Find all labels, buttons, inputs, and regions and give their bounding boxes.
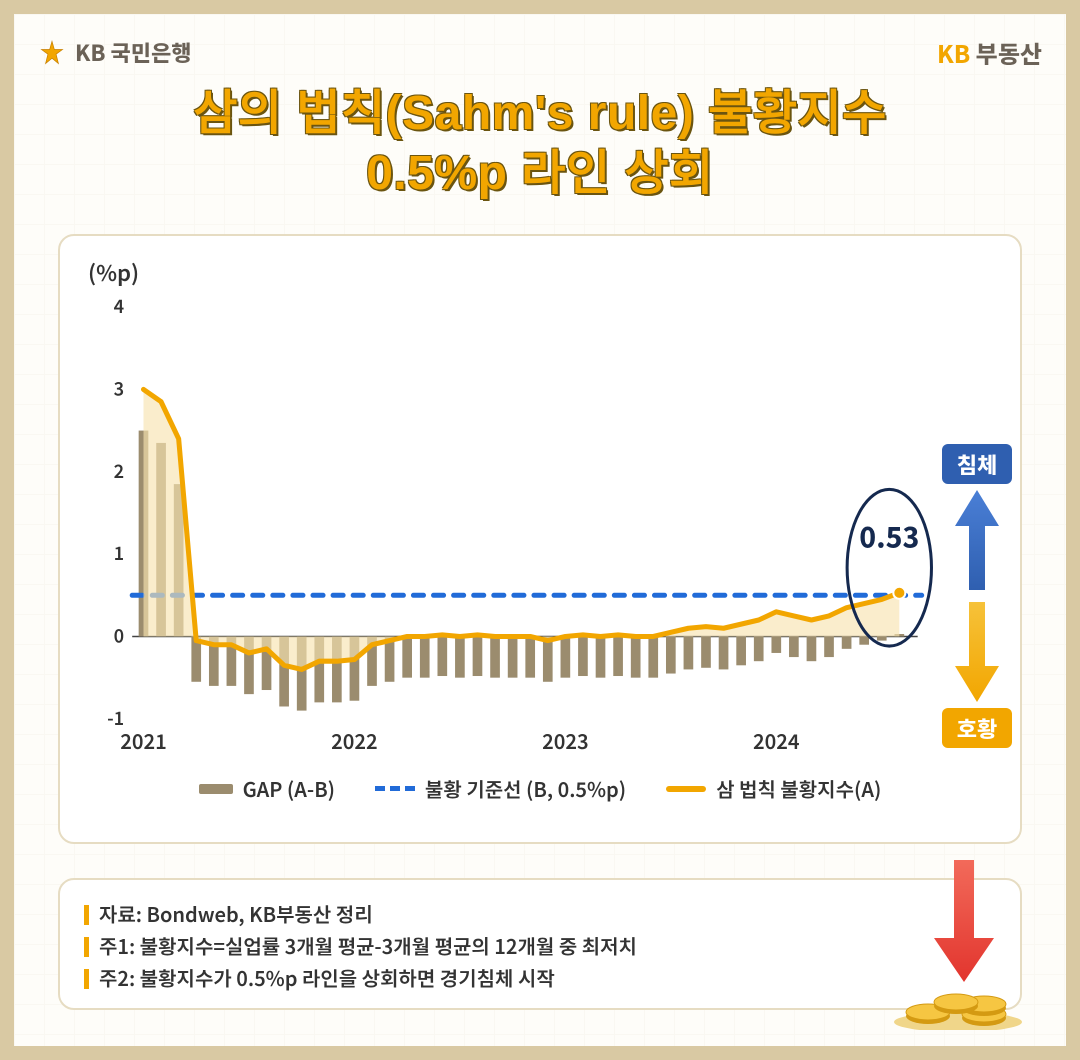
svg-text:2021: 2021 — [120, 726, 167, 755]
legend-threshold-label: 불황 기준선 (B, 0.5%p) — [425, 774, 626, 803]
legend-dash-icon — [375, 786, 415, 791]
chart-card: (%p) -1012340.532021202220232024 GAP (A-… — [58, 234, 1022, 844]
footer-text2: 주1: 불황지수=실업률 3개월 평균-3개월 평균의 12개월 중 최저치 — [99, 931, 637, 960]
brand-left: KB 국민은행 — [38, 36, 191, 68]
legend-sahm-label: 삼 법칙 불황지수(A) — [716, 774, 881, 803]
legend-bar-icon — [199, 784, 233, 794]
brand-right-sub: 부동산 — [970, 35, 1042, 70]
svg-text:1: 1 — [114, 540, 125, 566]
title-line1: 삼의 법칙(Sahm's rule) 불황지수 — [14, 84, 1066, 144]
legend-threshold: 불황 기준선 (B, 0.5%p) — [375, 774, 626, 803]
y-axis-label: (%p) — [88, 256, 992, 288]
header: KB 국민은행 KB 부동산 — [38, 32, 1042, 72]
title-line2: 0.5%p 라인 상회 — [14, 144, 1066, 204]
tag-boom: 호황 — [942, 708, 1012, 748]
bar-marker-icon — [84, 969, 89, 989]
coins-decoration — [878, 860, 1038, 1030]
brand-right-kb: KB — [937, 35, 970, 70]
chart-svg: -1012340.532021202220232024 — [88, 288, 992, 768]
svg-text:2023: 2023 — [542, 726, 589, 755]
footer-line2: 주1: 불황지수=실업률 3개월 평균-3개월 평균의 12개월 중 최저치 — [84, 930, 996, 962]
bar-marker-icon — [84, 937, 89, 957]
svg-text:0.53: 0.53 — [859, 516, 919, 557]
svg-text:2: 2 — [114, 458, 125, 484]
brand-left-text: KB 국민은행 — [75, 36, 191, 68]
footer-line3: 주2: 불황지수가 0.5%p 라인을 상회하면 경기침체 시작 — [84, 962, 996, 994]
title: 삼의 법칙(Sahm's rule) 불황지수 0.5%p 라인 상회 — [14, 84, 1066, 204]
arrow-down-icon — [953, 602, 1001, 702]
page-root: KB 국민은행 KB 부동산 삼의 법칙(Sahm's rule) 불황지수 0… — [0, 0, 1080, 1060]
side-indicators: 침체 호황 — [942, 444, 1012, 774]
svg-text:2024: 2024 — [753, 726, 800, 755]
svg-text:0: 0 — [114, 623, 125, 649]
legend: GAP (A-B) 불황 기준선 (B, 0.5%p) 삼 법칙 불황지수(A) — [88, 774, 992, 803]
legend-line-icon — [666, 786, 706, 792]
tag-recession: 침체 — [942, 444, 1012, 484]
legend-sahm: 삼 법칙 불황지수(A) — [666, 774, 881, 803]
star-icon — [38, 39, 66, 67]
brand-right: KB 부동산 — [937, 35, 1042, 70]
arrow-up-icon — [953, 490, 1001, 590]
footer-line1: 자료: Bondweb, KB부동산 정리 — [84, 898, 996, 930]
legend-gap: GAP (A-B) — [199, 774, 335, 803]
svg-text:3: 3 — [114, 375, 125, 401]
footer-text1: 자료: Bondweb, KB부동산 정리 — [99, 899, 373, 928]
svg-text:2022: 2022 — [331, 726, 378, 755]
bar-marker-icon — [84, 905, 89, 925]
footer-text3: 주2: 불황지수가 0.5%p 라인을 상회하면 경기침체 시작 — [99, 963, 555, 992]
svg-text:4: 4 — [114, 293, 125, 319]
legend-gap-label: GAP (A-B) — [243, 774, 335, 803]
